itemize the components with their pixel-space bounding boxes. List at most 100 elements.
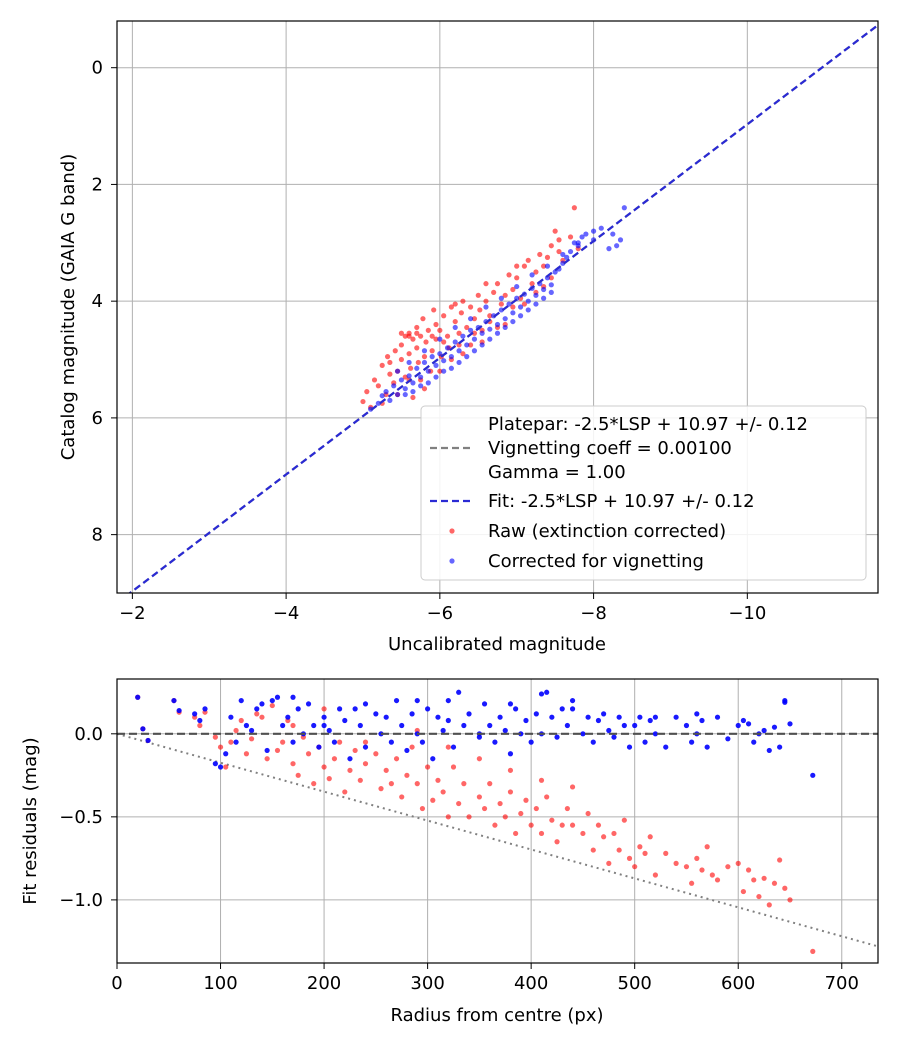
corrected-residual-point xyxy=(714,714,721,720)
raw-point xyxy=(458,310,464,316)
corrected-residual-point xyxy=(740,717,747,724)
corrected-residual-point xyxy=(357,722,363,729)
corrected-residual-point xyxy=(440,727,446,734)
corrected-residual-point xyxy=(337,706,343,712)
top-ticks: −2 −4 −6 −8 −10 0 2 4 6 8 xyxy=(92,58,767,624)
raw-point xyxy=(414,345,420,351)
bottom-x-tick-label: 0 xyxy=(111,973,122,994)
corrected-point xyxy=(571,240,577,246)
corrected-residual-point xyxy=(414,697,420,704)
corrected-residual-point xyxy=(316,744,322,750)
corrected-residual-point xyxy=(305,701,312,707)
corrected-residual-point xyxy=(393,697,400,704)
corrected-residual-point xyxy=(435,714,441,720)
raw-residual-point xyxy=(569,822,576,828)
legend-raw-marker xyxy=(449,528,455,534)
raw-residual-point xyxy=(673,860,679,866)
legend-entry-vignetting: Vignetting coeff = 0.00100 xyxy=(488,438,732,459)
corrected-residual-point xyxy=(290,694,296,700)
corrected-residual-point xyxy=(388,739,394,745)
raw-residual-point xyxy=(626,855,633,861)
raw-residual-point xyxy=(456,800,462,807)
corrected-residual-point xyxy=(694,711,700,717)
corrected-residual-point xyxy=(642,739,648,745)
raw-residual-point xyxy=(735,860,741,866)
raw-residual-point xyxy=(228,739,234,745)
raw-residual-point xyxy=(388,781,394,787)
fit-line xyxy=(128,24,878,593)
raw-point xyxy=(387,371,393,377)
raw-point xyxy=(483,281,489,287)
corrected-point xyxy=(583,231,589,237)
raw-point xyxy=(471,330,478,336)
corrected-residual-point xyxy=(513,706,519,712)
corrected-residual-point xyxy=(285,714,291,720)
top-y-tick-label: 6 xyxy=(92,408,103,429)
corrected-residual-point xyxy=(295,706,301,712)
raw-residual-point xyxy=(248,736,255,742)
corrected-residual-point xyxy=(616,714,622,720)
raw-point xyxy=(467,304,474,310)
corrected-point xyxy=(433,362,439,368)
raw-residual-point xyxy=(699,867,705,873)
corrected-point xyxy=(425,368,431,374)
raw-residual-point xyxy=(663,850,669,856)
raw-residual-point xyxy=(352,747,358,754)
corrected-point xyxy=(498,295,504,301)
raw-point xyxy=(414,324,420,331)
corrected-residual-point xyxy=(362,744,369,750)
corrected-residual-point xyxy=(264,747,270,754)
corrected-residual-point xyxy=(761,727,767,734)
bottom-chart: 0 100 200 300 400 500 600 700 0.0 −0.5 −1.0 Radius… xyxy=(20,678,879,1026)
raw-point xyxy=(483,298,489,304)
top-points xyxy=(360,205,627,412)
raw-residual-point xyxy=(745,867,752,873)
raw-residual-point xyxy=(492,822,498,828)
raw-point xyxy=(429,333,435,339)
raw-residual-point xyxy=(373,751,379,757)
top-x-tick-label: −8 xyxy=(580,603,607,624)
raw-residual-point xyxy=(611,830,617,837)
corrected-point xyxy=(621,205,627,211)
raw-residual-point xyxy=(647,834,653,840)
raw-point xyxy=(567,234,574,240)
raw-point xyxy=(506,272,512,278)
raw-residual-point xyxy=(466,814,472,820)
raw-point xyxy=(387,359,393,366)
corrected-residual-point xyxy=(481,701,488,707)
corrected-residual-point xyxy=(689,739,695,745)
bottom-x-tick-label: 700 xyxy=(825,973,859,994)
top-x-tick-label: −4 xyxy=(273,603,300,624)
raw-point xyxy=(392,348,398,354)
corrected-point xyxy=(606,246,612,252)
corrected-point xyxy=(464,354,470,360)
corrected-point xyxy=(567,248,574,255)
corrected-residual-point xyxy=(771,724,778,730)
raw-residual-point xyxy=(280,739,286,745)
bottom-y-tick-label: 0.0 xyxy=(74,724,103,745)
raw-residual-point xyxy=(331,756,338,762)
raw-residual-point xyxy=(311,781,317,787)
raw-point xyxy=(514,263,520,269)
raw-residual-point xyxy=(290,722,296,729)
corrected-residual-point xyxy=(569,697,576,704)
corrected-residual-point xyxy=(497,714,503,720)
raw-residual-point xyxy=(414,781,420,787)
corrected-point xyxy=(533,292,539,298)
corrected-residual-point xyxy=(673,714,679,720)
bottom-x-tick-label: 300 xyxy=(410,973,444,994)
top-y-tick-label: 2 xyxy=(92,174,103,195)
raw-point xyxy=(418,333,424,339)
raw-point xyxy=(429,348,435,354)
raw-residual-point xyxy=(756,893,762,900)
corrected-residual-point xyxy=(585,714,591,720)
raw-residual-point xyxy=(476,756,482,762)
corrected-point xyxy=(421,348,428,354)
raw-point xyxy=(433,336,439,342)
raw-point xyxy=(475,292,481,298)
corrected-point xyxy=(560,260,566,266)
raw-residual-point xyxy=(461,781,467,787)
raw-residual-point xyxy=(595,822,602,828)
corrected-residual-point xyxy=(456,689,462,695)
corrected-point xyxy=(575,240,581,246)
